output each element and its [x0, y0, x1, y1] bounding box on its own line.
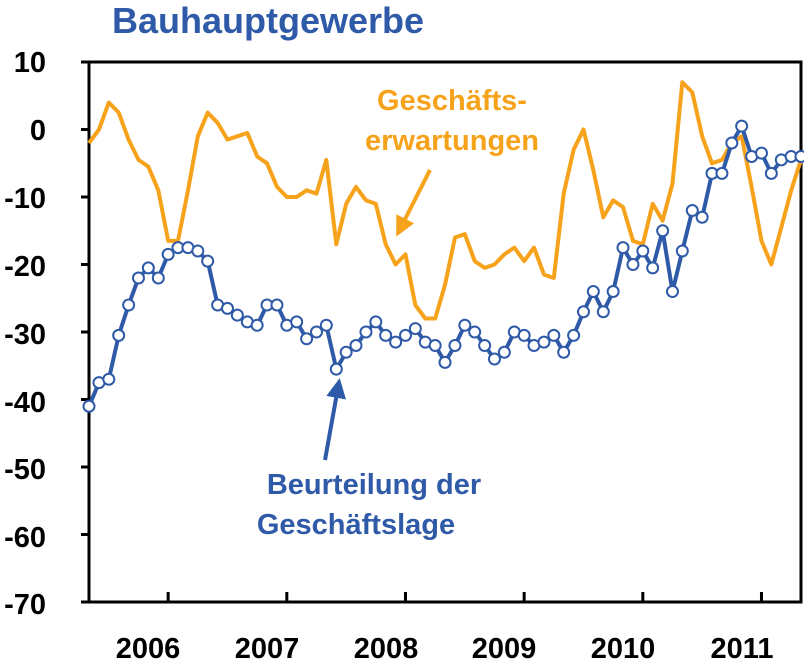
annotation-situation-line2: Geschäftslage — [257, 509, 455, 541]
annotation-situation-arrow — [323, 378, 347, 461]
data-point-situation — [319, 318, 333, 332]
data-point-situation — [685, 204, 699, 217]
data-point-situation — [764, 166, 778, 180]
data-point-situation — [201, 254, 215, 268]
annotation-expectations-arrow — [396, 169, 432, 237]
x-year-label: 2009 — [472, 633, 537, 661]
data-point-situation — [112, 328, 126, 342]
data-point-situation — [230, 308, 244, 322]
data-point-situation — [626, 258, 640, 271]
data-point-situation — [131, 271, 145, 285]
data-point-situation — [300, 332, 314, 346]
data-point-situation — [636, 244, 650, 258]
data-point-situation — [151, 271, 165, 285]
data-point-situation — [448, 339, 462, 352]
data-point-situation — [389, 335, 403, 349]
data-point-situation — [408, 322, 422, 336]
data-point-situation — [161, 247, 175, 261]
x-year-label: 2008 — [354, 633, 419, 661]
x-year-label: 2011 — [711, 633, 774, 661]
y-tick-label: -30 — [4, 319, 46, 351]
x-year-label: 2010 — [591, 633, 656, 661]
data-point-situation — [122, 298, 136, 312]
data-point-situation — [250, 318, 264, 332]
y-tick-label: 10 — [14, 47, 46, 79]
data-point-situation — [576, 305, 590, 319]
data-point-situation — [438, 355, 452, 369]
series-layer — [82, 80, 804, 413]
data-point-situation — [557, 345, 571, 359]
data-point-situation — [141, 261, 155, 275]
data-point-situation — [379, 328, 393, 342]
data-point-situation — [329, 362, 343, 376]
x-axis: 2006 2007 2008 2009 2010 2011 — [116, 633, 774, 661]
data-point-situation — [735, 119, 749, 133]
annotation-situation-line1: Beurteilung der — [267, 469, 481, 501]
data-point-situation — [290, 315, 304, 329]
data-point-situation — [656, 224, 670, 238]
annotation-expectations-line2: erwartungen — [365, 125, 539, 157]
annotation-situation: Beurteilung der Geschäftslage — [257, 378, 481, 541]
data-point-situation — [725, 136, 739, 150]
data-point-situation — [567, 328, 581, 342]
data-point-situation — [537, 335, 551, 349]
y-tick-label: -70 — [4, 589, 46, 621]
data-point-situation — [665, 285, 679, 298]
annotation-expectations: Geschäfts- erwartungen — [365, 85, 539, 237]
x-year-label: 2006 — [116, 633, 181, 661]
data-point-situation — [359, 325, 373, 339]
data-point-situation — [715, 166, 729, 180]
data-point-situation — [487, 352, 501, 366]
y-tick-label: 0 — [30, 115, 46, 147]
data-point-situation — [497, 345, 511, 359]
y-tick-label: -20 — [4, 251, 46, 283]
data-point-situation — [547, 328, 561, 342]
data-point-situation — [754, 146, 768, 160]
y-tick-label: -50 — [4, 454, 46, 486]
data-point-situation — [309, 325, 323, 339]
data-point-situation — [191, 244, 205, 258]
x-year-label: 2007 — [235, 633, 300, 661]
data-point-situation — [794, 150, 804, 163]
data-point-situation — [596, 305, 610, 319]
series-line-expectations — [87, 80, 803, 321]
annotation-expectations-line1: Geschäfts- — [377, 85, 527, 117]
y-tick-label: -10 — [4, 183, 46, 215]
chart-title: Bauhauptgewerbe — [112, 0, 424, 41]
data-point-situation — [478, 339, 492, 352]
data-point-situation — [82, 399, 96, 413]
y-tick-label: -60 — [4, 522, 46, 554]
data-point-situation — [646, 261, 660, 275]
data-point-situation — [428, 339, 442, 352]
data-point-situation — [220, 301, 234, 315]
data-point-situation — [398, 328, 412, 342]
data-point-situation — [517, 328, 531, 342]
data-point-situation — [695, 210, 709, 224]
data-point-situation — [616, 241, 630, 255]
data-point-situation — [349, 339, 363, 352]
y-axis: 10 0 -10 -20 -30 -40 -50 -60 -70 — [4, 47, 46, 621]
data-point-situation — [606, 285, 620, 298]
data-point-situation — [270, 298, 284, 312]
y-tick-label: -40 — [4, 387, 46, 419]
data-point-situation — [586, 285, 600, 298]
data-point-situation — [339, 345, 353, 359]
axis-ticks — [81, 60, 763, 604]
data-point-situation — [468, 325, 482, 339]
data-point-situation — [102, 372, 116, 386]
data-point-situation — [675, 244, 689, 258]
data-point-situation — [458, 318, 472, 332]
data-point-situation — [369, 315, 383, 329]
